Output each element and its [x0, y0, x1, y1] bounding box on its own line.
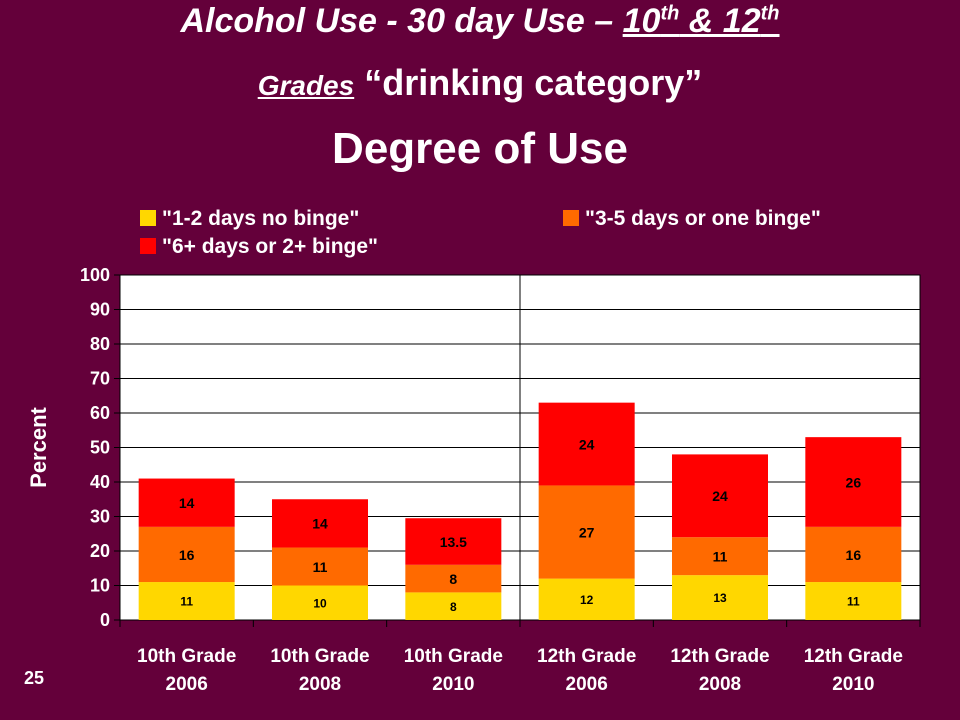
bar-segment-1-6: [805, 582, 902, 620]
legend-label-3: "6+ days or 2+ binge": [162, 235, 378, 258]
bar-segment-3-4: [538, 402, 635, 486]
data-label: 11: [313, 559, 328, 575]
y-tick-label: 100: [80, 265, 110, 285]
bar-segment-3-1: [138, 478, 235, 527]
y-tick-label: 0: [100, 610, 110, 630]
bar-segment-3-3: [405, 518, 502, 565]
bar-segment-2-3: [405, 564, 502, 593]
bar-segment-1-1: [138, 582, 235, 620]
bar-segment-3-5: [672, 454, 768, 538]
y-tick-label: 10: [90, 576, 110, 596]
data-label: 8: [450, 600, 457, 614]
data-label: 11: [847, 595, 860, 609]
data-label: 8: [449, 571, 457, 587]
y-tick-label: 20: [90, 541, 110, 561]
y-tick-label: 60: [90, 403, 110, 423]
bar-segment-2-2: [272, 547, 368, 586]
bar-segment-3-6: [805, 437, 902, 527]
x-tick-label-line1: 12th Grade: [670, 646, 769, 667]
title-line-3: Degree of Use: [332, 124, 628, 173]
legend-swatch-1: [140, 210, 156, 226]
x-tick-label-line2: 2008: [299, 674, 341, 695]
data-label: 14: [312, 516, 328, 532]
legend-swatch-2: [563, 210, 579, 226]
bar-segment-1-4: [538, 578, 635, 620]
bar-segment-1-2: [272, 585, 368, 620]
bar-segment-3-2: [272, 499, 368, 548]
x-tick-label-line1: 10th Grade: [137, 646, 236, 667]
bar-segment-1-5: [672, 575, 768, 620]
data-label: 11: [180, 595, 193, 609]
legend-label-1: "1-2 days no binge": [162, 207, 359, 230]
data-label: 11: [713, 548, 728, 564]
data-label: 13: [713, 591, 727, 605]
title-line-2: Grades “drinking category”: [257, 62, 703, 103]
x-tick-label-line1: 12th Grade: [804, 646, 903, 667]
y-tick-label: 40: [90, 472, 110, 492]
data-label: 10: [313, 596, 327, 610]
title-line-1: Alcohol Use - 30 day Use – 10th & 12th: [180, 2, 780, 40]
legend-label-2: "3-5 days or one binge": [585, 207, 821, 230]
data-label: 13.5: [440, 534, 467, 550]
bar-segment-2-5: [672, 537, 768, 576]
bar-segment-1-3: [405, 592, 502, 620]
data-label: 16: [846, 547, 862, 563]
legend-swatch-3: [140, 238, 156, 254]
bar-segment-2-4: [538, 485, 635, 579]
y-tick-label: 80: [90, 334, 110, 354]
bar-segment-2-1: [138, 526, 235, 583]
y-tick-label: 50: [90, 438, 110, 458]
x-tick-label-line2: 2006: [566, 674, 608, 695]
data-label: 27: [579, 524, 595, 540]
y-axis-label: Percent: [26, 406, 51, 487]
y-tick-label: 30: [90, 507, 110, 527]
data-label: 14: [179, 495, 195, 511]
y-tick-label: 70: [90, 369, 110, 389]
page-number: 25: [24, 668, 45, 688]
x-tick-label-line1: 10th Grade: [270, 646, 369, 667]
y-tick-label: 90: [90, 300, 110, 320]
x-tick-label-line2: 2006: [166, 674, 208, 695]
x-tick-label-line1: 10th Grade: [404, 646, 503, 667]
data-label: 24: [712, 488, 728, 504]
x-tick-label-line2: 2010: [432, 674, 474, 695]
x-tick-label-line1: 12th Grade: [537, 646, 636, 667]
data-label: 26: [846, 474, 862, 490]
x-tick-label-line2: 2010: [832, 674, 874, 695]
stacked-bar-chart: 0 10 20 30 40 50 60 70 80 90 100 Percent 11 16 14 10th …: [26, 207, 921, 695]
bar-segment-2-6: [805, 526, 902, 583]
data-label: 16: [179, 547, 195, 563]
x-tick-label-line2: 2008: [699, 674, 741, 695]
data-label: 24: [579, 436, 595, 452]
data-label: 12: [580, 593, 594, 607]
